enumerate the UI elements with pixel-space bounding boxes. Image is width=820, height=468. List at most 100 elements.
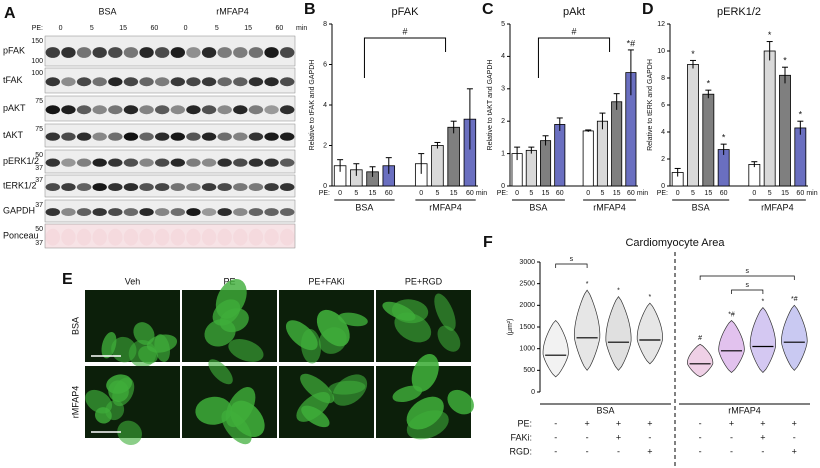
y-tick-label: 0 xyxy=(501,183,505,190)
blot-band xyxy=(108,77,123,87)
blot-band xyxy=(280,183,295,192)
blot-band xyxy=(155,105,170,115)
blot-band xyxy=(170,105,185,115)
blot-band xyxy=(45,47,60,58)
y-tick-label: 2500 xyxy=(519,281,535,288)
blot-strip xyxy=(44,149,296,174)
y-tick-label: 0 xyxy=(661,183,665,190)
cell xyxy=(392,385,423,403)
x-tick-label: 5 xyxy=(768,190,772,197)
bar xyxy=(554,124,566,187)
blot-band xyxy=(61,77,76,87)
blot-strip xyxy=(44,174,296,198)
blot-band xyxy=(76,47,92,58)
blot-band xyxy=(201,105,217,115)
lane-label: 0 xyxy=(59,25,63,32)
unit-label: min xyxy=(637,190,648,197)
table-label: PE: xyxy=(517,418,532,428)
table-cell: - xyxy=(793,432,796,442)
blot-band xyxy=(92,105,107,115)
x-tick-label: 0 xyxy=(515,190,519,197)
table-cell: + xyxy=(760,418,765,428)
bar xyxy=(525,149,537,187)
blot-band xyxy=(92,47,107,58)
x-tick-label: 5 xyxy=(435,190,439,197)
significance: *# xyxy=(791,296,798,303)
table-cell: - xyxy=(554,432,557,442)
bracket xyxy=(699,275,795,280)
significance: * xyxy=(691,49,695,59)
blot-band xyxy=(139,158,154,167)
x-label: PE: xyxy=(319,190,330,197)
blot-band xyxy=(92,77,107,87)
row-label: pAKT xyxy=(3,103,26,113)
blot-band xyxy=(201,183,217,192)
blot-band xyxy=(123,228,139,246)
blot-band xyxy=(264,132,279,141)
row-label: tAKT xyxy=(3,130,24,140)
x-tick-label: 0 xyxy=(676,190,680,197)
blot-band xyxy=(76,132,92,141)
table-cell: + xyxy=(792,418,797,428)
bar xyxy=(582,130,594,187)
y-tick-label: 12 xyxy=(657,21,665,28)
significance: # xyxy=(698,335,702,342)
y-tick-label: 2 xyxy=(661,156,665,163)
blot-band xyxy=(170,228,185,246)
blot-band xyxy=(186,208,201,217)
table-cell: - xyxy=(617,446,620,456)
y-tick-label: 3 xyxy=(501,86,505,93)
lane-label: 5 xyxy=(215,25,219,32)
blot-band xyxy=(155,183,170,192)
marker-label: 100 xyxy=(31,58,43,65)
blot-band xyxy=(186,47,201,58)
cell xyxy=(316,309,350,347)
blot-band xyxy=(139,132,154,141)
marker-label: 37 xyxy=(35,165,43,172)
marker-label: 50 xyxy=(35,152,43,159)
blot-band xyxy=(280,77,295,87)
bar xyxy=(702,93,715,187)
panel-letter: B xyxy=(304,1,316,18)
bracket xyxy=(363,37,447,78)
blot-band xyxy=(45,208,60,217)
blot-band xyxy=(264,105,279,115)
y-tick-label: 0 xyxy=(323,183,327,190)
blot-band xyxy=(233,228,248,246)
pe-label: PE: xyxy=(32,25,43,32)
y-tick-label: 0 xyxy=(531,389,535,396)
y-tick-label: 4 xyxy=(501,53,505,60)
panel-letter: D xyxy=(642,1,654,18)
row-label: pFAK xyxy=(3,45,25,55)
table-label: FAKi: xyxy=(510,432,532,442)
violin xyxy=(605,296,632,371)
row-label: rMFAP4 xyxy=(70,386,80,419)
blot-band xyxy=(170,132,185,141)
blot-band xyxy=(76,77,92,87)
y-tick-label: 4 xyxy=(661,129,665,136)
marker-label: 37 xyxy=(35,202,43,209)
blot-band xyxy=(108,183,123,192)
cell xyxy=(434,293,456,331)
blot-band xyxy=(123,158,139,167)
bar xyxy=(540,140,552,187)
x-tick-label: 15 xyxy=(542,190,550,197)
cell xyxy=(328,380,366,395)
y-tick-label: 1500 xyxy=(519,324,535,331)
panel-letter: E xyxy=(62,271,73,288)
significance: * xyxy=(768,30,772,40)
blot-band xyxy=(123,132,139,141)
blot-band xyxy=(155,158,170,167)
blot-band xyxy=(45,105,60,115)
unit-label: min xyxy=(476,190,487,197)
blot-band xyxy=(155,228,170,246)
blot-band xyxy=(201,132,217,141)
blot-band xyxy=(155,208,170,217)
blot-band xyxy=(170,183,185,192)
cell xyxy=(146,334,178,353)
unit-label: min xyxy=(296,25,307,32)
blot-band xyxy=(217,77,232,87)
y-axis-label: Relative to tERK and GAPDH xyxy=(647,59,654,151)
blot-band xyxy=(92,228,107,246)
violin xyxy=(573,289,601,371)
